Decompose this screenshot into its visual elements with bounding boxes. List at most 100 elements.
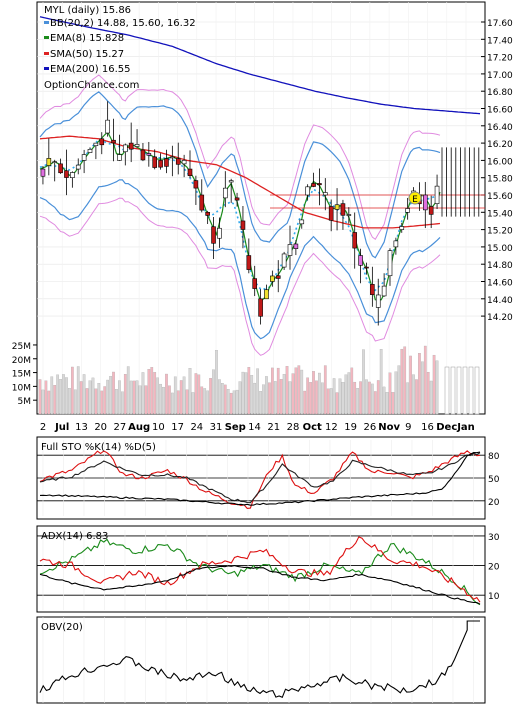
adx-panel-frame <box>36 525 486 613</box>
volume-bar <box>268 382 271 415</box>
volume-bar <box>129 380 133 415</box>
candle-body <box>305 186 310 196</box>
volume-bar <box>215 350 218 415</box>
volume-bar <box>235 389 239 415</box>
legend-bb: BB(20,2) 14.88, 15.60, 16.32 <box>50 18 196 29</box>
obv-line <box>39 620 480 699</box>
volume-bar <box>262 384 265 415</box>
candle-body <box>170 156 175 159</box>
price-tick-label: 17.60 <box>487 19 513 29</box>
volume-bar <box>221 383 224 415</box>
stochastic-gridlines <box>37 440 485 516</box>
volume-bar <box>318 372 321 415</box>
volume-bar <box>347 372 351 415</box>
x-tick-label: 17 <box>171 422 184 433</box>
legend-ema200: EMA(200) 16.55 <box>50 64 130 75</box>
candle-body <box>334 204 340 210</box>
candle-body <box>358 255 363 266</box>
candle-body <box>211 226 216 244</box>
volume-bar <box>285 366 289 415</box>
volume-bar <box>382 386 386 415</box>
volume-bar <box>412 374 415 415</box>
price-tick-label: 14.80 <box>487 261 513 271</box>
price-tick-label: 17.00 <box>487 71 513 81</box>
candle-body <box>364 266 369 269</box>
volume-bar <box>50 376 54 415</box>
legend-swatch-bb <box>44 21 49 24</box>
volume-bar <box>123 374 127 415</box>
volume-bar <box>62 374 65 415</box>
volume-bar <box>115 389 118 415</box>
candle-body <box>281 253 287 268</box>
price-tick-label: 16.00 <box>487 157 513 167</box>
candle-body <box>117 154 122 161</box>
x-tick-label: 9 <box>405 422 411 433</box>
volume-bar <box>38 379 42 415</box>
volume-bar <box>153 372 157 415</box>
price-tick-label: 14.20 <box>487 313 513 323</box>
x-tick-label: 20 <box>94 422 107 433</box>
candle-body <box>134 144 140 147</box>
volume-bar <box>426 371 430 415</box>
volume-tick-label: 20M <box>12 356 31 366</box>
volume-bar <box>306 377 309 415</box>
x-tick-label: 10 <box>152 422 165 433</box>
candle-body <box>375 294 381 308</box>
volume-bar <box>79 381 83 415</box>
price-tick-label: 16.60 <box>487 106 513 116</box>
volume-bar <box>288 381 292 415</box>
candle-body <box>434 185 440 204</box>
adx-label: ADX(14) 6.83 <box>41 531 108 542</box>
volume-bar <box>391 392 395 415</box>
volume-bar <box>276 367 280 415</box>
x-tick-label: 2 <box>40 422 46 433</box>
volume-bar <box>326 388 330 415</box>
adx-line <box>39 565 481 605</box>
volume-bar <box>173 376 177 415</box>
volume-tick-label: 10M <box>12 383 31 393</box>
candle-body <box>199 194 205 211</box>
candle-body <box>258 298 263 317</box>
volume-bar <box>147 369 151 415</box>
volume-bar <box>56 374 59 415</box>
x-tick-label: Nov <box>378 422 400 433</box>
price-tick-label: 15.00 <box>487 244 513 254</box>
volume-bar <box>223 384 227 415</box>
earnings-marker: E <box>408 191 422 205</box>
volume-bar <box>232 390 236 415</box>
candle-body <box>422 194 428 211</box>
candle-body <box>340 203 346 216</box>
volume-bar <box>247 367 251 415</box>
candle-body <box>99 138 105 146</box>
volume-bar <box>182 376 186 415</box>
volume-bar <box>462 366 468 415</box>
volume-bar <box>335 392 339 415</box>
x-tick-label: Sep <box>225 422 246 433</box>
volume-bar <box>312 371 315 415</box>
candle-body <box>52 161 58 163</box>
volume-bar <box>344 374 348 415</box>
price-tick-label: 16.80 <box>487 88 513 98</box>
x-tick-label: Jan <box>456 422 475 433</box>
stochastic-k-line <box>39 450 481 509</box>
legend-ema8: EMA(8) 15.828 <box>50 33 124 44</box>
volume-bar <box>271 367 274 415</box>
volume-bar <box>94 388 98 415</box>
candle-body <box>40 168 46 177</box>
volume-bar <box>44 380 48 415</box>
candle-body <box>146 153 152 156</box>
price-tick-label: 15.40 <box>487 209 513 219</box>
volume-bar <box>385 392 389 415</box>
panel-tick-label: 80 <box>488 452 500 462</box>
panel-tick-label: 20 <box>488 563 500 573</box>
volume-y-axis: 25M 20M 15M 10M 5M <box>12 342 37 407</box>
volume-bar <box>138 385 142 415</box>
x-tick-label: 12 <box>325 422 338 433</box>
candle-body <box>81 154 87 161</box>
volume-bar <box>468 366 474 415</box>
volume-bar <box>359 381 362 415</box>
x-tick-label: 13 <box>75 422 88 433</box>
volume-tick-label: 15M <box>12 370 31 380</box>
volume-bar <box>409 355 412 415</box>
